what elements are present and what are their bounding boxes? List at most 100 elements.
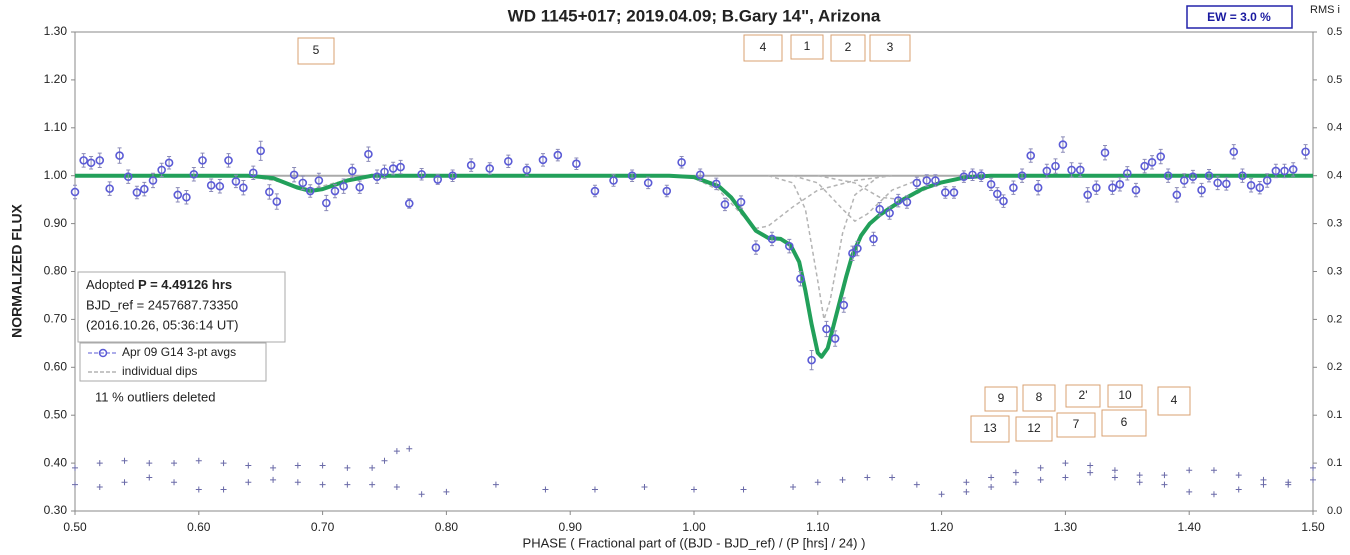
annotation-box [830, 34, 866, 62]
x-tick-label: 1.40 [1178, 520, 1202, 534]
annotation-label: 13 [983, 421, 997, 435]
y2-tick-label: 0.2 [1327, 313, 1342, 325]
error-bar [1110, 180, 1115, 195]
data-point [553, 150, 563, 160]
error-bar [241, 179, 246, 196]
y-tick-label: 1.10 [44, 120, 68, 134]
data-point [105, 184, 114, 193]
data-point [1204, 171, 1214, 180]
bjd-text: BJD_ref = 2457687.73350 [86, 297, 238, 312]
data-point [893, 196, 903, 205]
data-point [538, 155, 548, 165]
annotation-label: 6 [1121, 415, 1128, 429]
rms-point [1310, 464, 1316, 471]
error-bar [1231, 144, 1236, 160]
rms-point [542, 486, 549, 493]
error-bar [753, 240, 758, 255]
data-point [1131, 185, 1141, 195]
data-point [272, 197, 282, 206]
rms-point [1210, 467, 1217, 474]
data-point [231, 177, 241, 186]
error-bar [184, 190, 189, 205]
data-point [1288, 165, 1298, 174]
error-bar [191, 167, 196, 182]
x-axis-label: PHASE ( Fractional part of ((BJD - BJD_r… [523, 535, 866, 550]
data-point [1100, 148, 1110, 158]
error-bar [1117, 177, 1122, 192]
error-bar [1240, 168, 1245, 183]
date-text: (2016.10.26, 05:36:14 UT) [86, 317, 239, 332]
data-point [1147, 157, 1157, 167]
rms-point [1037, 464, 1044, 471]
data-point [1163, 171, 1173, 180]
error-bar [150, 172, 155, 189]
data-point [148, 176, 158, 185]
error-bar [1060, 136, 1065, 153]
annotation-label: 10 [1118, 388, 1132, 402]
data-point [830, 334, 840, 343]
x-tick-label: 1.00 [682, 520, 706, 534]
rms-point [913, 481, 920, 488]
data-point [572, 159, 581, 169]
y-tick-label: 0.80 [44, 264, 68, 278]
annotation-box [1065, 384, 1101, 408]
error-bar [1142, 158, 1147, 174]
rms-point [319, 462, 326, 469]
error-bar [855, 240, 860, 257]
data-point [1229, 147, 1239, 157]
data-point [1172, 190, 1182, 200]
rms-point [121, 479, 128, 486]
data-point [164, 158, 174, 168]
error-bar [1199, 182, 1204, 198]
error-bar [1291, 162, 1296, 177]
rms-point [1087, 469, 1094, 476]
annotation-box [297, 37, 335, 65]
rms-point [294, 479, 301, 486]
rms-point [1111, 474, 1118, 481]
rms-point [220, 460, 227, 467]
data-point [986, 180, 996, 189]
error-bar [1303, 144, 1308, 160]
annotation-box [970, 415, 1010, 443]
data-point [751, 243, 761, 252]
y2-tick-label: 0.3 [1327, 218, 1342, 230]
data-point [1222, 179, 1231, 189]
x-tick-label: 0.80 [435, 520, 459, 534]
annotation-box [984, 386, 1018, 412]
x-tick-label: 0.60 [187, 520, 211, 534]
rms-point [146, 474, 153, 481]
data-point [79, 156, 88, 165]
data-point [265, 187, 274, 197]
rms-point [641, 484, 648, 491]
data-point [609, 176, 618, 185]
y-tick-label: 0.60 [44, 359, 68, 373]
data-point [182, 192, 191, 202]
data-point [922, 176, 932, 185]
data-point [941, 188, 950, 197]
y2-tick-label: 0.4 [1327, 122, 1342, 134]
data-point [1123, 169, 1132, 178]
data-point [1051, 161, 1060, 171]
rms-point [1136, 479, 1143, 486]
rms-point [72, 464, 78, 471]
y-tick-label: 1.00 [44, 168, 68, 182]
data-point [1301, 147, 1310, 157]
error-bar [824, 320, 829, 338]
error-bar [871, 231, 876, 247]
rms-point [171, 479, 178, 486]
data-point [949, 188, 959, 197]
annotation-label: 2' [1079, 388, 1088, 402]
rms-point [319, 481, 326, 488]
rms-point [839, 476, 846, 483]
rms-point [270, 464, 277, 471]
rms-point [121, 457, 128, 464]
data-point [627, 171, 637, 180]
data-point [248, 168, 258, 178]
data-point [767, 234, 777, 244]
rms-point [1136, 472, 1143, 479]
annotation-label: 12 [1027, 421, 1041, 435]
rms-point [691, 486, 697, 493]
rms-point [171, 460, 178, 467]
dip-curve [792, 174, 930, 223]
error-bar [324, 194, 329, 212]
